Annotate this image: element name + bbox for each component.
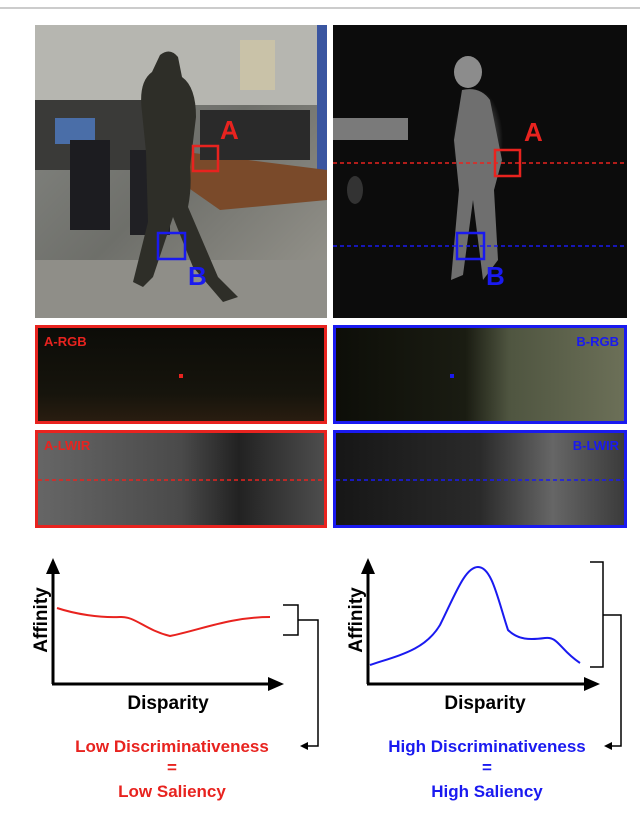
lwir-image bbox=[333, 25, 627, 318]
patch-label: B-RGB bbox=[576, 334, 619, 349]
x-axis-label: Disparity bbox=[444, 693, 526, 714]
label-a: A bbox=[524, 117, 543, 147]
marker-b bbox=[455, 231, 486, 261]
arrowhead bbox=[604, 742, 612, 750]
caption-line: High Discriminativeness bbox=[388, 737, 585, 756]
right-axes bbox=[366, 570, 588, 686]
arrowhead bbox=[46, 558, 60, 574]
y-axis-label: Affinity bbox=[346, 587, 367, 653]
arrowhead bbox=[268, 677, 284, 691]
affinity-curve bbox=[56, 607, 271, 638]
label-a: A bbox=[220, 115, 239, 145]
caption-line: Low Discriminativeness bbox=[75, 737, 269, 756]
arrowhead bbox=[300, 742, 308, 750]
rgb-image bbox=[35, 25, 327, 318]
patch-b-lwir bbox=[333, 430, 627, 528]
patch-a-lwir bbox=[35, 430, 327, 528]
caption-line: = bbox=[167, 758, 177, 777]
patch-point bbox=[450, 374, 454, 378]
arrowhead bbox=[584, 677, 600, 691]
left-axes bbox=[51, 570, 272, 686]
caption-line: Low Saliency bbox=[118, 782, 226, 801]
patch-label: B-LWIR bbox=[573, 438, 620, 453]
patch-label: A-LWIR bbox=[44, 438, 91, 453]
arrowhead bbox=[361, 558, 375, 574]
y-axis-label: Affinity bbox=[31, 587, 52, 653]
caption-line: = bbox=[482, 758, 492, 777]
bracket-connector bbox=[590, 561, 622, 747]
marker-a bbox=[191, 144, 220, 173]
x-axis-label: Disparity bbox=[127, 693, 209, 714]
affinity-curve bbox=[369, 565, 581, 666]
marker-b bbox=[156, 231, 187, 261]
caption-line: High Saliency bbox=[431, 782, 543, 801]
label-b: B bbox=[188, 261, 207, 291]
marker-a bbox=[493, 148, 522, 178]
label-b: B bbox=[486, 261, 505, 291]
patch-label: A-RGB bbox=[44, 334, 87, 349]
patch-b-rgb bbox=[333, 325, 627, 424]
patch-point bbox=[179, 374, 183, 378]
bracket-connector bbox=[283, 604, 319, 747]
